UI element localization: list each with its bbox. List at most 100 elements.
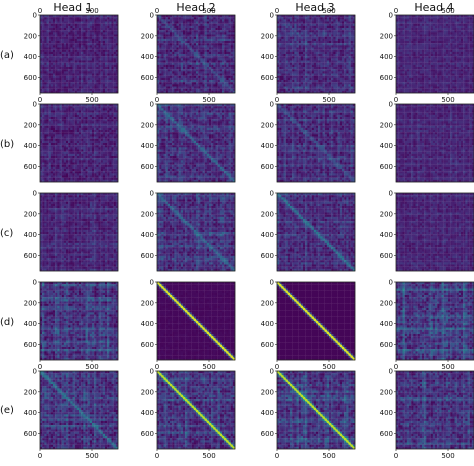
heat-cell xyxy=(292,32,295,35)
heat-cell xyxy=(419,49,423,52)
heat-cell xyxy=(443,19,446,22)
heat-cell xyxy=(279,15,282,18)
heat-cell xyxy=(228,64,231,68)
heat-cell xyxy=(83,71,86,74)
heat-cell xyxy=(165,86,168,89)
heat-cell xyxy=(320,19,323,22)
heat-cell xyxy=(333,45,336,48)
heat-cell xyxy=(68,67,71,70)
heat-cell xyxy=(461,23,464,26)
heat-cell xyxy=(89,56,93,59)
heat-cell xyxy=(326,60,330,63)
heat-cell xyxy=(430,23,433,26)
heat-cell xyxy=(98,32,101,35)
heat-cell xyxy=(350,41,353,44)
heat-cell xyxy=(428,36,431,39)
heat-cell xyxy=(85,71,88,74)
y-tick-label: 200 xyxy=(24,32,37,40)
heat-cell xyxy=(55,15,58,18)
heat-cell xyxy=(285,45,288,48)
heat-cell xyxy=(320,86,323,89)
heat-cell xyxy=(285,17,288,20)
heat-cell xyxy=(426,60,429,63)
heat-cell xyxy=(94,32,97,35)
heat-cell xyxy=(96,60,99,63)
heat-cell xyxy=(428,32,431,35)
heat-cell xyxy=(344,60,347,63)
heat-cell xyxy=(96,25,99,29)
heat-cell xyxy=(59,41,62,44)
heat-cell xyxy=(76,36,80,39)
heat-cell xyxy=(105,75,108,78)
heat-cell xyxy=(191,32,194,35)
heat-cell xyxy=(40,60,43,63)
heat-cell xyxy=(176,21,179,24)
heat-cell xyxy=(352,62,356,65)
heat-cell xyxy=(198,62,201,65)
heat-cell xyxy=(285,21,288,24)
heat-cell xyxy=(224,75,227,78)
x-tick-label: 500 xyxy=(322,96,335,104)
heat-cell xyxy=(222,86,225,89)
heat-cell xyxy=(432,45,436,48)
heat-cell xyxy=(81,38,84,42)
heat-cell xyxy=(211,36,214,39)
heat-cell xyxy=(187,71,190,74)
heat-cell xyxy=(70,71,73,74)
heat-cell xyxy=(85,60,88,63)
heat-cell xyxy=(279,34,282,37)
heat-cell xyxy=(406,47,410,50)
heat-cell xyxy=(193,25,197,29)
heat-cell xyxy=(85,21,88,24)
heat-cell xyxy=(411,62,414,65)
heat-cell xyxy=(204,23,207,26)
heat-cell xyxy=(348,47,351,50)
heat-cell xyxy=(398,73,401,76)
heat-cell xyxy=(350,80,353,83)
heat-cell xyxy=(74,82,77,85)
heat-cell xyxy=(76,21,80,24)
heat-cell xyxy=(172,49,175,52)
heat-cell xyxy=(170,56,173,59)
heat-cell xyxy=(463,25,466,29)
heat-cell xyxy=(307,86,310,89)
heat-cell xyxy=(454,21,457,24)
heat-cell xyxy=(89,90,93,94)
heat-cell xyxy=(426,41,429,44)
heat-cell xyxy=(452,51,455,55)
heat-cell xyxy=(92,51,95,55)
heat-cell xyxy=(42,38,45,42)
heat-cell xyxy=(63,62,67,65)
heat-cell xyxy=(326,84,330,87)
heat-cell xyxy=(450,30,453,33)
heat-cell xyxy=(53,38,56,42)
heat-cell xyxy=(298,58,301,61)
heat-cell xyxy=(163,71,166,74)
heat-cell xyxy=(107,32,110,35)
heat-cell xyxy=(42,67,45,70)
heat-cell xyxy=(222,71,225,74)
heat-cell xyxy=(87,56,90,59)
heat-cell xyxy=(456,17,459,20)
heat-cell xyxy=(209,67,212,70)
heat-cell xyxy=(406,71,410,74)
heat-cell xyxy=(316,25,319,29)
heat-cell xyxy=(89,71,93,74)
heat-cell xyxy=(215,30,218,33)
heat-cell xyxy=(300,60,304,63)
heat-cell xyxy=(109,51,112,55)
heat-cell xyxy=(163,84,166,87)
heat-cell xyxy=(92,88,95,91)
heat-cell xyxy=(279,71,282,74)
heat-cell xyxy=(193,67,197,70)
heat-cell xyxy=(193,34,197,37)
heat-cell xyxy=(189,32,192,35)
heat-cell xyxy=(89,88,93,91)
heat-cell xyxy=(320,58,323,61)
heat-cell xyxy=(419,51,423,55)
heat-cell xyxy=(66,19,69,22)
heat-cell xyxy=(326,17,330,20)
heat-cell xyxy=(318,38,321,42)
heat-cell xyxy=(285,47,288,50)
heat-cell xyxy=(100,32,103,35)
